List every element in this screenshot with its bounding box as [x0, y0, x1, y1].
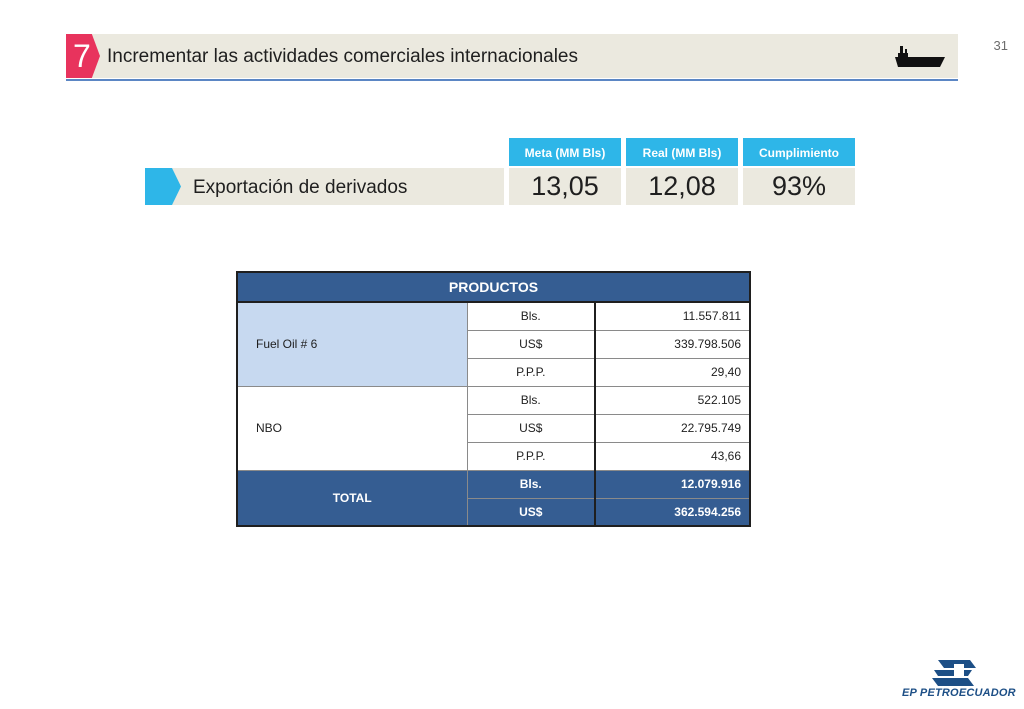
unit-cell: US$	[466, 413, 596, 443]
unit-cell: P.P.P.	[466, 441, 596, 471]
product-name-nbo: NBO	[236, 385, 468, 471]
value-cell: 22.795.749	[594, 413, 751, 443]
table-row-total: TOTAL Bls. 12.079.916	[236, 469, 751, 527]
products-table: PRODUCTOS Fuel Oil # 6 Bls. 11.557.811 U…	[236, 271, 751, 527]
kpi-chevron-icon	[145, 168, 181, 205]
table-row: P.P.P. 29,40	[237, 357, 751, 387]
value-cell: 29,40	[594, 357, 751, 387]
unit-cell: US$	[466, 497, 596, 527]
kpi-cumplimiento-value: 93%	[743, 168, 855, 205]
value-cell: 339.798.506	[594, 329, 751, 359]
table-row: NBO Bls. 522.105	[236, 385, 751, 471]
value-cell: 11.557.811	[594, 301, 751, 331]
unit-cell: P.P.P.	[466, 357, 596, 387]
kpi-real-header: Real (MM Bls)	[626, 138, 738, 166]
header-divider	[66, 79, 958, 81]
value-cell: 522.105	[594, 385, 751, 415]
page-title: Incrementar las actividades comerciales …	[107, 46, 579, 67]
header-bar	[66, 34, 958, 78]
value-cell: 362.594.256	[594, 497, 751, 527]
product-name-fuel-oil: Fuel Oil # 6	[236, 301, 468, 387]
kpi-real-value: 12,08	[626, 168, 738, 205]
kpi-label-bar	[145, 168, 504, 205]
kpi-real: Real (MM Bls) 12,08	[626, 138, 738, 205]
unit-cell: Bls.	[466, 385, 596, 415]
table-row: Fuel Oil # 6 Bls. 11.557.811	[236, 301, 751, 387]
value-cell: 12.079.916	[594, 469, 751, 499]
ship-icon	[895, 46, 945, 67]
petroecuador-logo: EP PETROECUADOR	[898, 656, 1016, 702]
kpi-meta-header: Meta (MM Bls)	[509, 138, 621, 166]
table-row: US$ 22.795.749	[237, 413, 751, 443]
unit-cell: Bls.	[466, 301, 596, 331]
unit-cell: US$	[466, 329, 596, 359]
logo-text: EP PETROECUADOR	[902, 687, 1016, 699]
kpi-cumplimiento-header: Cumplimiento	[743, 138, 855, 166]
value-cell: 43,66	[594, 441, 751, 471]
kpi-meta-value: 13,05	[509, 168, 621, 205]
table-header-products: PRODUCTOS	[236, 271, 751, 303]
table-row: P.P.P. 43,66	[237, 441, 751, 471]
table-row: US$ 339.798.506	[237, 329, 751, 359]
total-label: TOTAL	[236, 469, 468, 527]
kpi-cumplimiento: Cumplimiento 93%	[743, 138, 855, 205]
page-number: 31	[993, 38, 1008, 53]
section-number-badge: 7	[66, 34, 100, 78]
petroecuador-logo-icon	[932, 660, 976, 686]
kpi-meta: Meta (MM Bls) 13,05	[509, 138, 621, 205]
kpi-label: Exportación de derivados	[193, 177, 408, 198]
unit-cell: Bls.	[466, 469, 596, 499]
table-row-total: US$ 362.594.256	[237, 497, 751, 527]
